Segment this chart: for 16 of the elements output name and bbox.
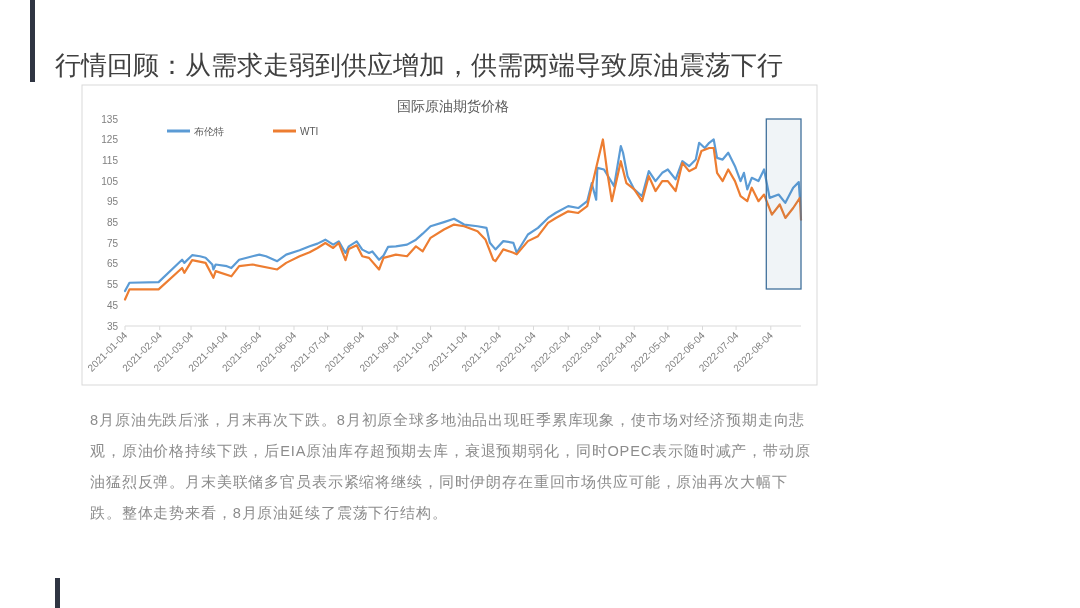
text: 8月原油先跌后涨，月末再次下跌。8月初原全球多地油品出现旺季累库现象，使市场对经济预期走向悲观，原油价格持续下跌，后EIA原油库存超预期去库，衰退预期弱化，同时OPEC表示随时减产，带动原油猛烈反弹。月末美联储多官员表示紧缩将继续，同时伊朗存在重回市场供应可能，原油再次大幅下跌。整体走势来看，8月原油延续了震荡下行结构。 — [90, 411, 812, 523]
legend-label: WTI — [300, 125, 319, 137]
chart-title: 国际原油期货价格 — [397, 98, 509, 114]
y-tick-label: 105 — [101, 175, 119, 187]
legend-label: 布伦特 — [194, 125, 224, 137]
y-tick-label: 65 — [106, 258, 119, 270]
y-tick-label: 125 — [101, 134, 119, 146]
y-tick-label: 45 — [106, 299, 119, 311]
y-tick-label: 55 — [106, 279, 119, 291]
y-tick-label: 95 — [106, 196, 119, 208]
y-tick-label: 85 — [106, 217, 119, 228]
y-tick-label: 115 — [102, 154, 119, 166]
text: 行情回顾：从需求走弱到供应增加，供需两端导致原油震荡下行 — [55, 49, 783, 82]
y-tick-label: 35 — [106, 320, 119, 332]
y-tick-label: 135 — [101, 113, 119, 125]
y-tick-label: 75 — [106, 237, 119, 249]
